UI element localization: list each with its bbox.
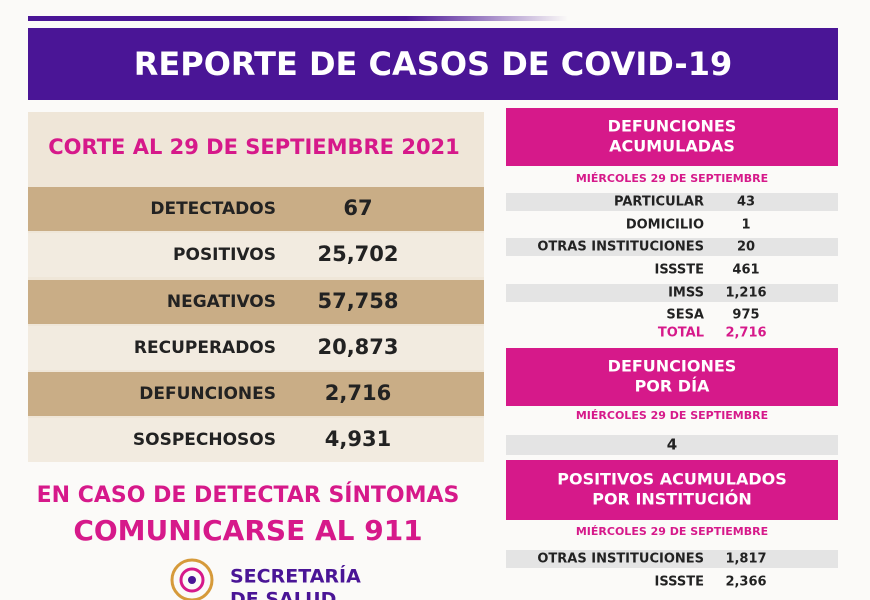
daily-value: 4 [667,436,677,454]
summary-value: 67 [343,196,372,220]
row-value: 1,817 [725,552,766,567]
summary-label: DETECTADOS [150,199,276,219]
summary-value: 2,716 [325,381,391,405]
summary-label: POSITIVOS [173,245,276,265]
row-value: 2,366 [725,575,766,590]
summary-value: 4,931 [325,427,391,451]
row-label: ISSSTE [654,575,704,590]
row-value: 1,216 [725,286,766,301]
section-title: POSITIVOS ACUMULADOS [557,470,786,489]
summary-label: DEFUNCIONES [139,384,276,404]
row-value: 1 [741,218,750,233]
summary-label: NEGATIVOS [167,292,276,312]
cta-line1: EN CASO DE DETECTAR SÍNTOMAS [37,482,460,508]
row-label: SESA [666,308,704,323]
row-bar [506,550,838,568]
summary-row [28,280,484,324]
section-date: MIÉRCOLES 29 DE SEPTIEMBRE [576,525,768,538]
summary-row [28,418,484,462]
row-value: 20 [737,240,755,255]
section-title: POR INSTITUCIÓN [592,490,752,509]
row-label: TOTAL [658,326,704,341]
section-title: DEFUNCIONES [608,357,737,376]
cutoff: CORTE AL 29 DE SEPTIEMBRE 2021 [48,135,460,159]
section-header [506,460,838,520]
summary-row [28,233,484,277]
row-value: 975 [732,308,759,323]
row-label: PARTICULAR [614,195,704,210]
section-date: MIÉRCOLES 29 DE SEPTIEMBRE [576,172,768,185]
row-value: 2,716 [725,326,766,341]
summary-label: RECUPERADOS [134,338,276,358]
row-label: OTRAS INSTITUCIONES [537,552,704,567]
row-value: 461 [732,263,759,278]
row-value: 43 [737,195,755,210]
top-rule [28,16,568,21]
section-title: ACUMULADAS [609,137,735,156]
summary-row [28,326,484,370]
cta-line2: COMUNICARSE AL 911 [73,514,422,547]
summary-label: SOSPECHOSOS [133,430,276,450]
row-label: OTRAS INSTITUCIONES [537,240,704,255]
row-label: DOMICILIO [626,218,704,233]
row-bar [506,435,838,455]
section-title: DEFUNCIONES [608,117,737,136]
summary-row [28,187,484,231]
summary-value: 57,758 [317,289,398,313]
section-title: POR DÍA [635,377,710,396]
summary-row [28,372,484,416]
title-banner [28,28,838,100]
row-label: IMSS [668,286,704,301]
logo-flower [170,558,214,600]
logo-line2: DE SALUD [230,589,336,600]
section-header [506,348,838,406]
section-date: MIÉRCOLES 29 DE SEPTIEMBRE [576,409,768,422]
title: REPORTE DE CASOS DE COVID-19 [134,45,732,83]
row-bar [506,238,838,256]
logo-line1: SECRETARÍA [230,565,361,588]
section-header [506,108,838,166]
row-label: ISSSTE [654,263,704,278]
row-bar [506,284,838,302]
summary-value: 25,702 [317,242,398,266]
row-bar [506,193,838,211]
summary-value: 20,873 [317,335,398,359]
